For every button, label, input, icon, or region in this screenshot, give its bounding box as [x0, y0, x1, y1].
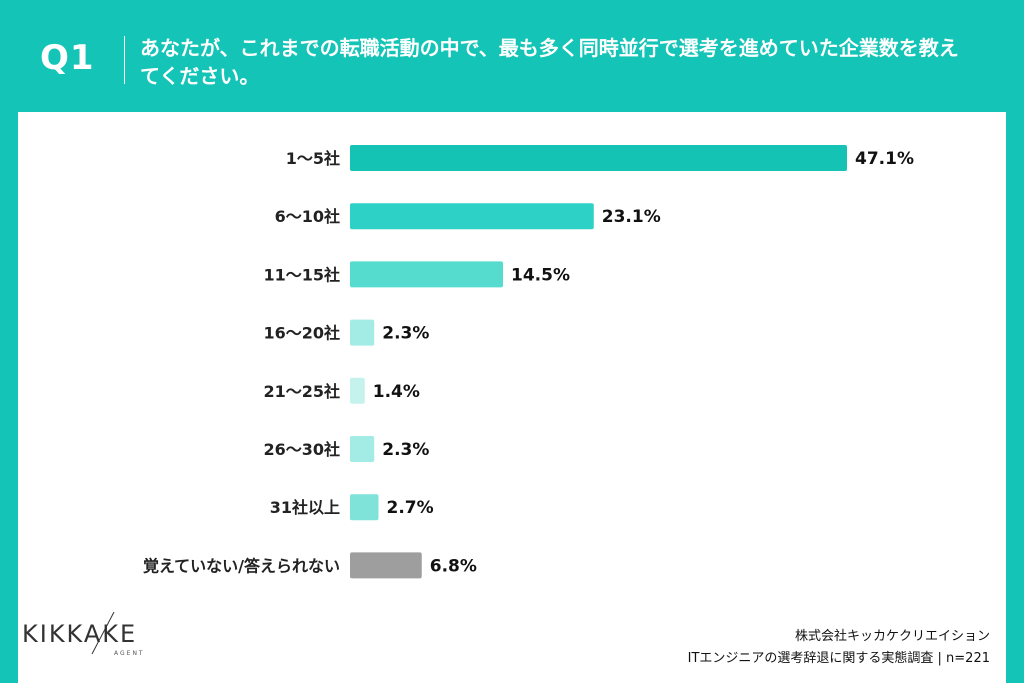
bar [350, 145, 847, 171]
bar [350, 261, 504, 288]
category-label: 11〜15社 [263, 265, 340, 284]
category-label: 1〜5社 [286, 149, 340, 168]
category-label: 覚えていない/答えられない [143, 556, 340, 575]
value-label: 23.1% [602, 207, 661, 227]
source-note: 株式会社キッカケクリエイション ITエンジニアの選考辞退に関する実態調査 | n… [688, 626, 990, 670]
header-divider [124, 36, 125, 84]
question-text: あなたが、これまでの転職活動の中で、最も多く同時並行で選考を進めていた企業数を教… [140, 36, 959, 88]
value-label: 2.7% [386, 498, 433, 518]
question-number: Q1 [40, 38, 95, 78]
logo-subtext: AGENT [114, 650, 145, 657]
logo-slash-mark [91, 612, 115, 655]
value-label: 47.1% [855, 149, 914, 169]
bar [350, 319, 375, 346]
bar [350, 377, 365, 404]
bar [350, 436, 375, 462]
value-label: 6.8% [430, 556, 477, 576]
value-label: 2.3% [382, 324, 429, 344]
kikkake-logo: KIKKAKE AGENT [22, 612, 143, 657]
bar [350, 552, 422, 579]
value-label: 1.4% [373, 382, 420, 402]
header: Q1 あなたが、これまでの転職活動の中で、最も多く同時並行で選考を進めていた企業… [0, 0, 1024, 112]
logo-text: KIKKAKE [22, 620, 138, 648]
source-survey: ITエンジニアの選考辞退に関する実態調査 | n=221 [687, 651, 990, 666]
value-label: 2.3% [382, 440, 429, 460]
category-label: 6〜10社 [275, 207, 340, 226]
source-company: 株式会社キッカケクリエイション [794, 629, 990, 644]
category-label: 26〜30社 [263, 440, 340, 459]
value-label: 14.5% [511, 265, 570, 285]
category-label: 16〜20社 [263, 324, 340, 343]
bar [350, 203, 594, 230]
category-label: 31社以上 [270, 498, 340, 517]
bar [350, 494, 379, 521]
category-label: 21〜25社 [263, 382, 340, 401]
